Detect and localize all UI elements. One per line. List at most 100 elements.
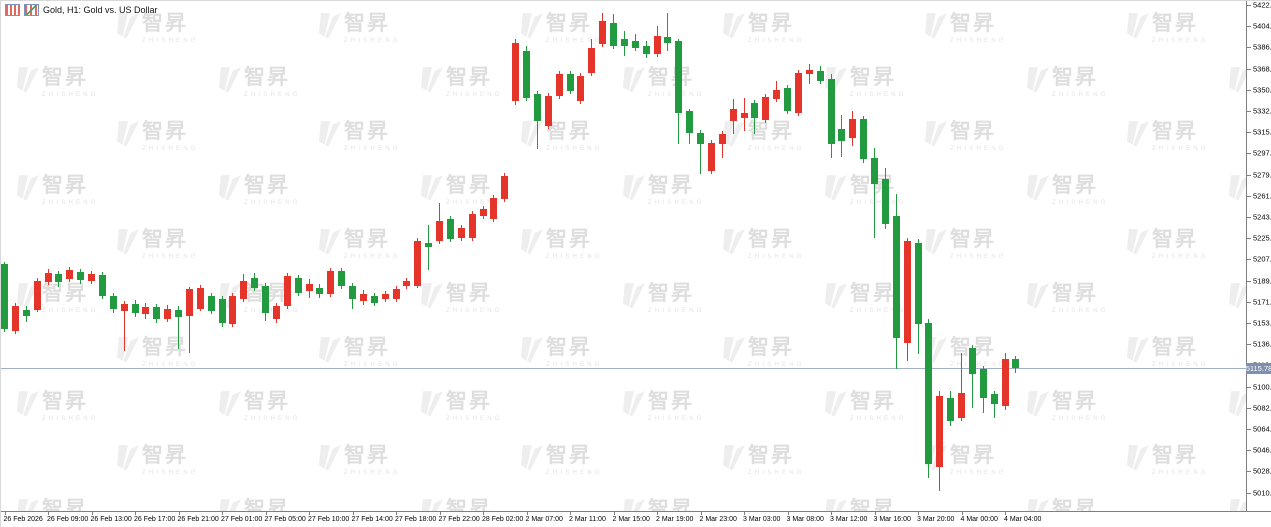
candle [22,309,30,316]
candle [740,113,748,118]
candle [294,278,302,293]
price-axis[interactable]: 5422.42 5404.52 5386.62 5368.72 5350.82 5332.… [1246,1,1271,511]
candle [349,285,356,299]
price-tick-label: 5046.52 [1253,445,1271,455]
time-tick [787,512,789,515]
time-tick [91,512,93,515]
time-tick [526,512,528,515]
candle [501,176,509,199]
candle [55,274,63,282]
candle [577,75,585,101]
candle [947,397,955,421]
candle [773,90,781,99]
time-tick-label: 3 Mar 03:00 [743,516,781,523]
price-tick-label: 5189.72 [1253,276,1271,286]
candle [849,119,857,138]
price-tick-label: 5279.22 [1253,170,1271,180]
candle [251,278,259,288]
price-tick-label: 5368.72 [1253,64,1271,74]
time-tick-label: 2 Mar 19:00 [656,516,694,523]
price-tick [1247,195,1251,197]
price-tick-label: 5207.62 [1253,254,1271,264]
candle [762,96,770,120]
candle [936,395,944,467]
candle [153,307,161,319]
candle [523,50,530,98]
candle-wick [667,12,669,51]
time-tick-label: 26 Feb 17:00 [134,516,176,523]
candle [588,47,596,73]
price-tick [1247,132,1251,134]
price-tick [1247,89,1251,91]
price-tick [1247,280,1251,282]
candle [860,119,868,159]
candle [707,142,715,171]
candle [33,281,41,310]
time-tick [178,512,180,515]
candle [262,285,269,313]
time-tick-label: 4 Mar 04:00 [1004,516,1042,523]
price-tick-label: 5261.32 [1253,191,1271,201]
price-tick-label: 5404.52 [1253,21,1271,31]
price-tick [1247,450,1251,452]
chart-type-icon [5,4,20,16]
time-tick [222,512,223,515]
time-tick-label: 27 Feb 05:00 [264,516,306,523]
candle [784,88,791,111]
candle [827,79,835,144]
price-tick-label: 5315.02 [1253,127,1271,137]
candle [838,128,846,141]
candle [370,295,378,303]
time-tick [657,512,658,515]
chart-plot-area[interactable] [1,1,1246,511]
candle-wick [971,345,973,408]
price-tick-label: 5028.62 [1253,466,1271,476]
time-tick-label: 2 Mar 23:00 [699,516,737,523]
candle [566,74,574,91]
time-tick-label: 27 Feb 01:00 [221,516,263,523]
time-tick [352,512,354,515]
candle [164,309,172,319]
candle [240,281,248,299]
candle-wick [428,224,430,270]
candle [794,72,802,113]
price-tick-label: 5171.82 [1253,297,1271,307]
price-tick-label: 5136.02 [1253,339,1271,349]
candle [446,219,454,239]
candle [490,197,498,219]
candle [131,303,139,313]
candle [229,295,237,324]
price-tick-label: 5297.12 [1253,148,1271,158]
candle [610,23,617,46]
candle-wick [808,64,810,84]
price-tick [1247,301,1251,303]
candle [305,283,313,291]
candle [729,109,737,121]
time-tick [744,512,745,515]
price-tick [1247,407,1251,409]
price-tick-label: 5422.42 [1253,0,1271,10]
candle [1012,359,1020,369]
candle [718,134,726,144]
candle-wick [178,305,179,349]
candle [1001,359,1009,406]
candle [805,69,813,74]
candle [903,240,911,343]
price-tick [1247,111,1251,113]
candle [66,269,74,279]
candle [11,305,19,331]
candle [816,71,824,81]
price-tick [1247,174,1251,176]
candle [338,271,346,286]
time-tick-label: 27 Feb 10:00 [308,516,350,523]
candle [414,240,422,286]
time-tick [396,512,397,515]
time-tick [918,512,919,515]
time-axis[interactable]: 26 Feb 2026 26 Feb 09:00 26 Feb 13:00 26 Fe… [1,511,1271,527]
candle [468,213,476,238]
candle [990,394,998,404]
time-tick-label: 2 Mar 07:00 [525,516,563,523]
price-tick [1247,4,1251,6]
current-price-line [1,368,1246,370]
time-tick-label: 2 Mar 11:00 [569,516,606,523]
